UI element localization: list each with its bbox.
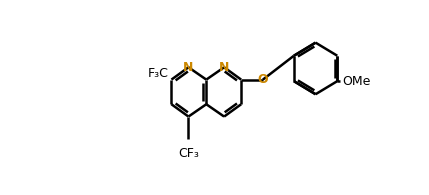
- Text: N: N: [183, 61, 193, 74]
- Text: N: N: [219, 61, 230, 74]
- Text: O: O: [257, 73, 268, 86]
- Text: OMe: OMe: [342, 75, 370, 88]
- Text: CF₃: CF₃: [178, 147, 199, 160]
- Text: F₃C: F₃C: [148, 67, 168, 80]
